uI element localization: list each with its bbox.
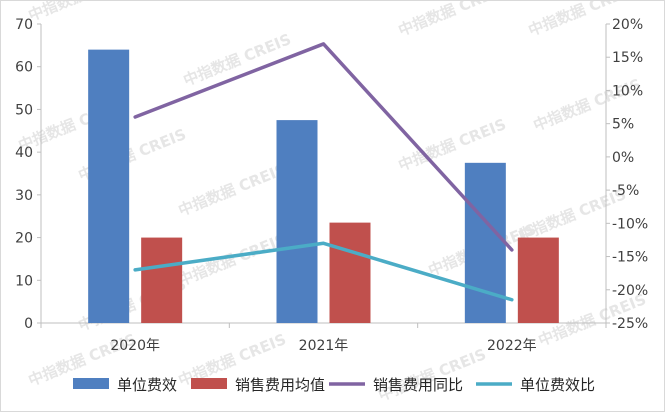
legend-swatch: [73, 378, 109, 389]
right-tick-label: -20%: [612, 283, 648, 299]
legend: 单位费效 销售费用均值 销售费用同比 单位费效比: [73, 376, 595, 394]
bars: [88, 49, 559, 323]
watermark-text: 中指数据 CREIS: [176, 160, 289, 220]
watermark-text: 中指数据 CREIS: [181, 30, 294, 90]
left-tick-label: 40: [15, 145, 33, 161]
bar-unit-efficiency: [276, 120, 318, 323]
watermark-text: 中指数据 CREIS: [396, 1, 509, 40]
right-tick-label: -5%: [612, 183, 639, 199]
watermark-text: 中指数据 CREIS: [376, 345, 489, 405]
bar-unit-efficiency: [88, 49, 130, 323]
left-tick-label: 50: [15, 102, 33, 118]
right-tick-label: -25%: [612, 316, 648, 332]
bar-unit-efficiency: [464, 162, 506, 323]
right-tick-label: 20%: [612, 17, 643, 33]
bar-sales-expense-mean: [517, 237, 559, 323]
right-tick-label: 5%: [612, 117, 634, 133]
legend-label: 单位费效: [117, 376, 177, 394]
legend-label: 单位费效比: [520, 376, 595, 394]
axes: [37, 23, 610, 328]
watermark-text: 中指数据 CREIS: [176, 230, 289, 290]
lines: [133, 42, 514, 302]
right-tick-label: -10%: [612, 216, 648, 232]
x-tick-label: 2020年: [110, 338, 160, 354]
tick-labels: 0 10 20 30 40 50 60 70 -25% -20% -15% -10% -5% 0% 5% 10…: [15, 17, 648, 354]
bar-sales-expense-mean: [329, 222, 371, 323]
legend-swatch: [191, 378, 227, 389]
legend-label: 销售费用均值: [235, 376, 325, 394]
right-tick-label: 10%: [612, 83, 643, 99]
watermark-text: 中指数据 CREIS: [26, 1, 139, 25]
right-tick-label: -15%: [612, 250, 648, 266]
left-tick-label: 10: [15, 273, 33, 289]
left-tick-label: 60: [15, 60, 33, 76]
bar-sales-expense-mean: [141, 237, 183, 323]
right-tick-label: 15%: [612, 50, 643, 66]
legend-label: 销售费用同比: [373, 376, 463, 394]
line-unit-efficiency-ratio: [133, 241, 514, 302]
left-tick-label: 30: [15, 188, 33, 204]
line-sales-expense-yoy: [133, 42, 514, 252]
x-tick-label: 2022年: [487, 338, 537, 354]
x-tick-label: 2021年: [299, 338, 349, 354]
left-tick-label: 20: [15, 231, 33, 247]
right-tick-label: 0%: [612, 150, 634, 166]
left-tick-label: 0: [24, 316, 33, 332]
left-tick-label: 70: [15, 17, 33, 33]
